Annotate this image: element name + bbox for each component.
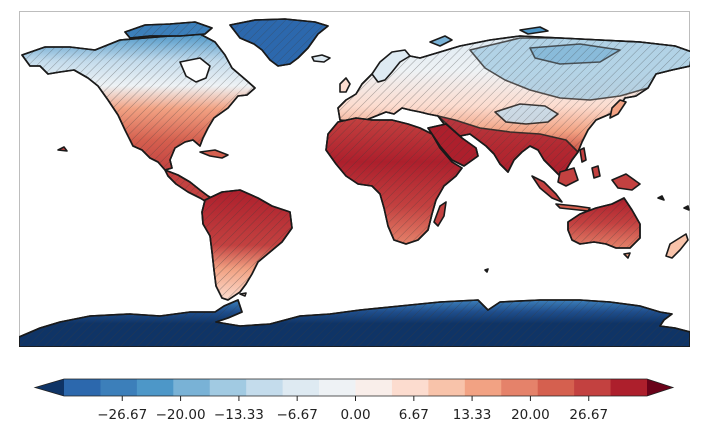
colorbar-tick-label: −13.33 — [214, 407, 264, 423]
colorbar-segment — [246, 379, 284, 396]
colorbar-over-arrow — [647, 379, 673, 396]
colorbar-ticks: −26.67 −20.00 −13.33 −6.67 0.00 6.67 13.33 20.0… — [97, 396, 608, 423]
colorbar-segment — [319, 379, 356, 396]
colorbar-segment — [537, 379, 575, 396]
land-africa — [325, 117, 489, 273]
land-greenland — [229, 18, 331, 67]
colorbar-segment — [391, 379, 429, 396]
colorbar-segment — [64, 379, 101, 396]
land-north-america — [21, 21, 256, 205]
colorbar-segment — [501, 379, 539, 396]
colorbar-segment — [428, 379, 466, 396]
colorbar-segment — [100, 379, 138, 396]
colorbar-segment — [610, 379, 648, 396]
colorbar-segment — [355, 379, 393, 396]
land-australia — [567, 195, 690, 259]
colorbar-tick-label: 20.00 — [511, 407, 550, 423]
colorbar-tick-label: 13.33 — [453, 407, 492, 423]
colorbar-segment — [136, 379, 174, 396]
colorbar-segment — [173, 379, 211, 396]
colorbar-outline — [33, 378, 675, 397]
colorbar-segment — [282, 379, 320, 396]
colorbar-tick-label: 26.67 — [569, 407, 608, 423]
colorbar-segments — [64, 379, 648, 396]
colorbar-under-arrow — [35, 379, 64, 396]
colorbar-segment — [464, 379, 502, 396]
colorbar-tick-label: −20.00 — [156, 407, 206, 423]
colorbar-tick-label: −26.67 — [97, 407, 147, 423]
colorbar: −26.67 −20.00 −13.33 −6.67 0.00 6.67 13.33 20.0… — [33, 378, 675, 423]
colorbar-segment — [574, 379, 611, 396]
map-axes — [19, 11, 690, 347]
land-eurasia — [337, 26, 690, 177]
colorbar-tick-label: 0.00 — [340, 407, 370, 423]
colorbar-segment — [209, 379, 247, 396]
land-maritime-asia — [531, 147, 641, 212]
colorbar-tick-label: 6.67 — [399, 407, 429, 423]
colorbar-tick-label: −6.67 — [276, 407, 317, 423]
land-antarctica — [19, 299, 690, 347]
land-south-america — [201, 189, 293, 301]
